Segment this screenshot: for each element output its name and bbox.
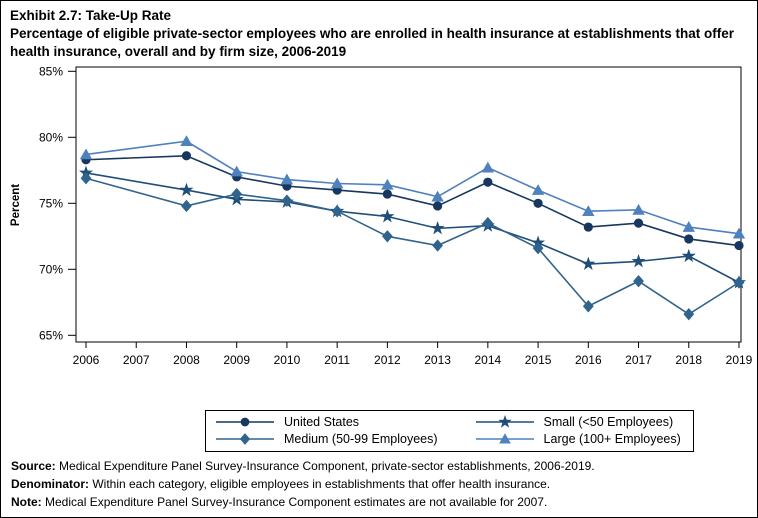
diamond-marker-icon	[733, 276, 745, 289]
series-line-united-states	[85, 154, 740, 247]
circle-marker-icon	[483, 177, 493, 187]
x-tick-label: 2018	[675, 353, 702, 367]
legend-label-medium: Medium (50-99 Employees)	[284, 432, 438, 446]
legend: United States Small (<50 Employees) Medi…	[205, 410, 694, 452]
x-tick-label: 2006	[73, 353, 100, 367]
triangle-marker-icon	[79, 148, 93, 160]
x-tick-label: 2016	[575, 353, 602, 367]
x-tick-label: 2007	[123, 353, 150, 367]
diamond-marker-icon	[331, 205, 343, 218]
x-tick-label: 2012	[374, 353, 401, 367]
triangle-marker-icon	[280, 173, 294, 185]
star-marker-icon	[497, 414, 512, 428]
y-tick-label: 70%	[39, 262, 63, 276]
footnote-source: Source: Medical Expenditure Panel Survey…	[11, 457, 595, 475]
triangle-marker-icon	[682, 221, 695, 232]
triangle-marker-icon	[330, 177, 344, 189]
x-tick-label: 2019	[726, 353, 753, 367]
exhibit-subtitle: Percentage of eligible private-sector em…	[10, 25, 734, 59]
circle-marker-icon	[240, 417, 250, 427]
diamond-marker-icon	[582, 300, 594, 313]
legend-item-small: Small (<50 Employees)	[474, 414, 681, 430]
diamond-marker-icon	[482, 216, 494, 230]
x-tick-label: 2014	[474, 353, 501, 367]
triangle-marker-icon	[431, 190, 444, 202]
footnote-denominator-label: Denominator:	[11, 477, 89, 491]
triangle-marker-icon	[180, 135, 193, 147]
triangle-marker-icon	[531, 184, 545, 195]
y-tick-label: 85%	[39, 64, 63, 78]
circle-marker-icon	[382, 189, 392, 199]
diamond-marker-icon	[683, 307, 695, 321]
footnote-source-text: Medical Expenditure Panel Survey-Insuran…	[55, 459, 595, 473]
legend-label-small: Small (<50 Employees)	[543, 415, 674, 429]
y-tick-label: 80%	[39, 130, 63, 144]
footnote-denominator-text: Within each category, eligible employees…	[89, 477, 551, 491]
legend-label-united-states: United States	[284, 415, 360, 429]
legend-item-medium: Medium (50-99 Employees)	[214, 431, 438, 447]
legend-item-large: Large (100+ Employees)	[474, 431, 681, 447]
circle-marker-icon	[181, 151, 192, 161]
footnote-note-text: Medical Expenditure Panel Survey-Insuran…	[41, 495, 548, 509]
x-tick-label: 2008	[173, 353, 200, 367]
diamond-marker-icon	[80, 172, 92, 185]
star-marker-icon	[631, 253, 646, 268]
x-tick-label: 2009	[223, 353, 250, 367]
circle-marker-icon	[633, 218, 644, 228]
footnotes: Source: Medical Expenditure Panel Survey…	[11, 457, 595, 511]
circle-marker-icon	[684, 234, 694, 244]
triangle-marker-icon	[632, 203, 645, 215]
x-tick-label: 2010	[274, 353, 301, 367]
diamond-marker-icon	[532, 241, 544, 255]
star-marker-icon	[581, 256, 596, 271]
triangle-marker-icon	[498, 433, 511, 444]
x-tick-label: 2013	[424, 353, 451, 367]
circle-marker-icon	[533, 198, 543, 208]
star-marker-icon	[475, 414, 534, 428]
circle-marker-icon	[734, 240, 744, 251]
triangle-marker-icon	[481, 161, 495, 173]
y-tick-label: 75%	[39, 196, 63, 210]
diamond-marker-icon	[239, 433, 251, 445]
footnote-note: Note: Medical Expenditure Panel Survey-I…	[11, 493, 595, 511]
takeup-rate-line-chart: Percent 85% 80% 75% 70% 65% 2006 2007 2008 2009 2…	[10, 64, 753, 367]
triangle-marker-icon	[230, 165, 243, 177]
triangle-marker-icon	[732, 227, 746, 239]
series-line-medium-50-99-employees	[85, 177, 740, 316]
star-marker-icon	[179, 182, 194, 197]
star-marker-icon	[380, 209, 395, 223]
header: Exhibit 2.7: Take-Up Rate Percentage of …	[10, 7, 749, 60]
circle-marker-icon	[583, 222, 593, 232]
x-tick-label: 2017	[625, 353, 652, 367]
y-tick-label: 65%	[39, 328, 63, 342]
legend-label-large: Large (100+ Employees)	[543, 432, 681, 446]
diamond-marker-icon	[381, 230, 393, 243]
diamond-marker-icon	[633, 274, 644, 288]
y-axis-title: Percent	[10, 184, 22, 226]
diamond-marker-icon	[281, 194, 293, 207]
circle-marker-icon	[433, 201, 443, 211]
footnote-denominator: Denominator: Within each category, eligi…	[11, 475, 595, 493]
diamond-marker-icon	[181, 199, 192, 213]
plot-frame	[75, 66, 742, 343]
exhibit-title: Exhibit 2.7: Take-Up Rate	[10, 8, 172, 23]
diamond-marker-icon	[231, 187, 243, 201]
footnote-note-label: Note:	[11, 495, 42, 509]
triangle-marker-icon	[475, 433, 534, 444]
x-tick-label: 2015	[525, 353, 552, 367]
star-marker-icon	[681, 248, 696, 263]
x-tick-label: 2011	[324, 353, 350, 367]
star-marker-icon	[430, 220, 445, 235]
diamond-marker-icon	[432, 239, 444, 252]
footnote-source-label: Source:	[11, 459, 56, 473]
triangle-marker-icon	[582, 205, 595, 217]
diamond-marker-icon	[216, 433, 274, 445]
legend-item-united-states: United States	[214, 414, 438, 430]
circle-marker-icon	[216, 417, 274, 427]
triangle-marker-icon	[381, 178, 394, 190]
